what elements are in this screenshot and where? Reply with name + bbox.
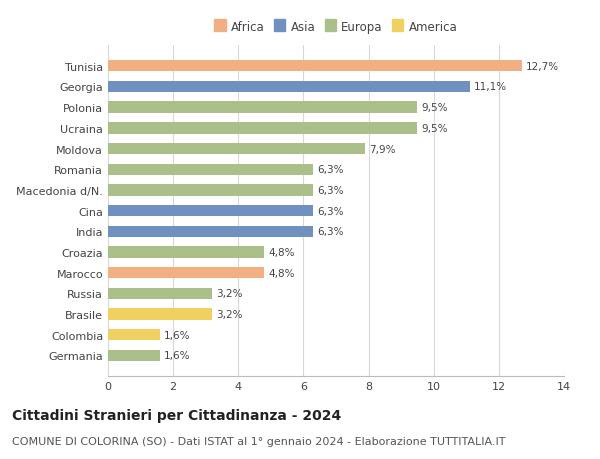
Text: 7,9%: 7,9% bbox=[369, 144, 396, 154]
Bar bbox=[108, 309, 212, 320]
Bar bbox=[108, 164, 313, 175]
Bar bbox=[108, 123, 418, 134]
Bar bbox=[108, 226, 313, 237]
Legend: Africa, Asia, Europa, America: Africa, Asia, Europa, America bbox=[212, 19, 460, 36]
Bar bbox=[108, 185, 313, 196]
Text: 6,3%: 6,3% bbox=[317, 227, 344, 237]
Text: 9,5%: 9,5% bbox=[421, 103, 448, 113]
Text: 4,8%: 4,8% bbox=[268, 247, 295, 257]
Text: 6,3%: 6,3% bbox=[317, 206, 344, 216]
Bar bbox=[108, 82, 470, 93]
Bar bbox=[108, 350, 160, 361]
Text: 3,2%: 3,2% bbox=[216, 309, 242, 319]
Bar bbox=[108, 144, 365, 155]
Text: Cittadini Stranieri per Cittadinanza - 2024: Cittadini Stranieri per Cittadinanza - 2… bbox=[12, 409, 341, 422]
Text: 6,3%: 6,3% bbox=[317, 165, 344, 175]
Text: 12,7%: 12,7% bbox=[526, 62, 559, 72]
Text: 6,3%: 6,3% bbox=[317, 185, 344, 196]
Text: 11,1%: 11,1% bbox=[473, 82, 506, 92]
Text: 3,2%: 3,2% bbox=[216, 289, 242, 299]
Text: 1,6%: 1,6% bbox=[164, 330, 191, 340]
Bar bbox=[108, 330, 160, 341]
Bar bbox=[108, 61, 521, 72]
Bar bbox=[108, 206, 313, 217]
Text: 9,5%: 9,5% bbox=[421, 123, 448, 134]
Text: 1,6%: 1,6% bbox=[164, 351, 191, 361]
Text: 4,8%: 4,8% bbox=[268, 268, 295, 278]
Text: COMUNE DI COLORINA (SO) - Dati ISTAT al 1° gennaio 2024 - Elaborazione TUTTITALI: COMUNE DI COLORINA (SO) - Dati ISTAT al … bbox=[12, 436, 505, 446]
Bar bbox=[108, 247, 265, 258]
Bar bbox=[108, 288, 212, 299]
Bar bbox=[108, 268, 265, 279]
Bar bbox=[108, 102, 418, 113]
